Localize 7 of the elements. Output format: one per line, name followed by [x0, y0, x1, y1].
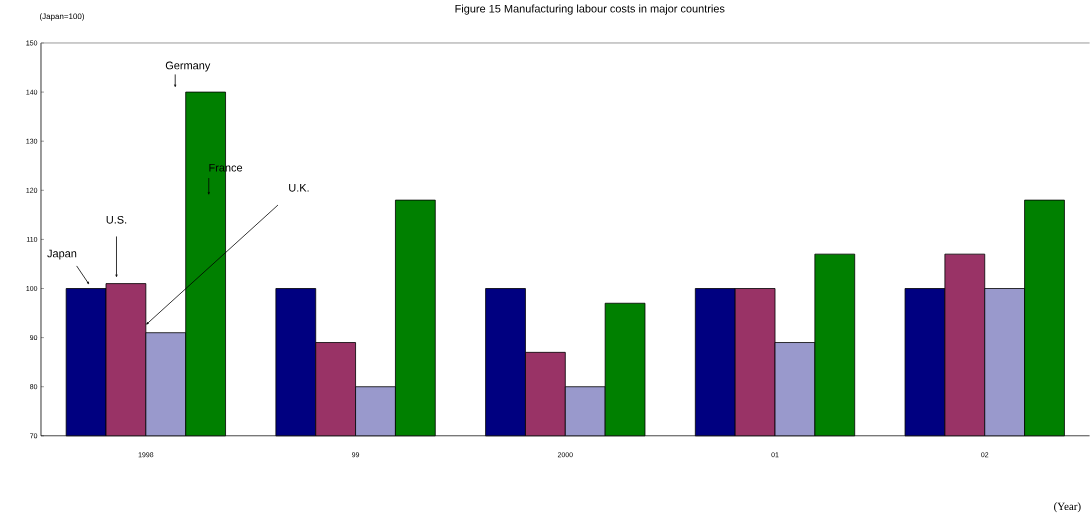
annotation: U.K. — [289, 184, 309, 192]
chart-title: Figure 15 Manufacturing labour costs in major countries — [455, 4, 725, 15]
text: Japan — [47, 249, 77, 260]
series-label: Germany — [165, 61, 211, 72]
x-axis-title: (Year) — [1054, 502, 1081, 513]
annotation: France — [209, 163, 243, 172]
text: U.S. — [106, 215, 127, 224]
